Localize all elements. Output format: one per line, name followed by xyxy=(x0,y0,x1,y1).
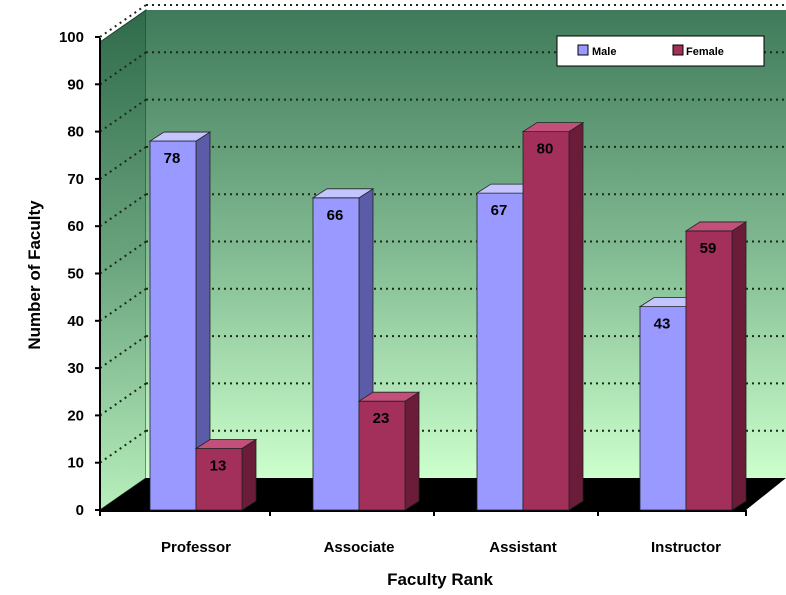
y-tick-label: 60 xyxy=(67,218,84,235)
bar-side xyxy=(241,438,257,511)
y-axis-ticks: 0 10 20 30 40 50 60 70 80 90 100 xyxy=(59,29,100,519)
y-tick-label: 0 xyxy=(76,502,84,519)
bar-front xyxy=(149,140,197,511)
data-label-female-assistant: 80 xyxy=(537,141,554,158)
y-tick-label: 80 xyxy=(67,124,84,141)
data-label-female-associate: 23 xyxy=(373,410,390,427)
y-tick-label: 70 xyxy=(67,171,84,188)
bar-side xyxy=(568,121,584,511)
y-tick-label: 50 xyxy=(67,266,84,283)
back-wall xyxy=(146,10,786,478)
data-label-male-professor: 78 xyxy=(164,150,181,167)
x-tick-label-associate: Associate xyxy=(324,539,395,556)
bar-top xyxy=(194,439,258,449)
legend-swatch-female xyxy=(672,44,684,56)
bar-front xyxy=(312,197,360,511)
bar-top xyxy=(684,221,748,232)
bars xyxy=(148,121,748,511)
plot-background xyxy=(99,9,786,511)
y-tick-label: 100 xyxy=(59,29,84,46)
gridlines xyxy=(99,4,786,464)
x-tick-label-assistant: Assistant xyxy=(489,539,557,556)
x-tick-label-professor: Professor xyxy=(161,539,231,556)
y-tick-label: 10 xyxy=(67,455,84,472)
legend: Male Female xyxy=(556,35,765,67)
bar-front xyxy=(685,230,733,511)
bar-top xyxy=(357,391,421,402)
y-axis-title: Number of Faculty xyxy=(25,200,44,350)
chart-floor xyxy=(100,478,786,510)
bar-female-instructor xyxy=(684,221,748,511)
bar-front xyxy=(195,448,243,511)
y-tick-label: 90 xyxy=(67,76,84,93)
bar-top xyxy=(148,131,212,142)
legend-swatch-male xyxy=(577,44,589,56)
bar-female-assistant xyxy=(521,121,585,511)
bar-top xyxy=(311,188,375,199)
side-wall xyxy=(99,9,147,511)
x-axis-tick-labels: Professor Associate Assistant Instructor xyxy=(99,510,747,556)
bar-top xyxy=(521,122,585,133)
y-tick-label: 40 xyxy=(67,313,84,330)
bar-front xyxy=(639,306,687,511)
data-label-female-professor: 13 xyxy=(210,458,227,475)
data-label-male-instructor: 43 xyxy=(654,316,671,333)
bar-female-associate xyxy=(357,391,421,511)
legend-box xyxy=(556,35,765,67)
data-labels: 78 13 66 23 67 80 43 59 xyxy=(164,141,717,475)
y-tick-label: 20 xyxy=(67,407,84,424)
bar-male-professor xyxy=(148,131,212,511)
bar-female-professor xyxy=(194,438,258,511)
y-tick-label: 30 xyxy=(67,360,84,377)
legend-label-female: Female xyxy=(686,46,724,58)
bar-front xyxy=(476,192,524,511)
bar-front xyxy=(522,131,570,511)
x-tick-label-instructor: Instructor xyxy=(651,539,721,556)
data-label-male-assistant: 67 xyxy=(491,202,508,219)
bar-side xyxy=(731,221,747,511)
x-axis-title: Faculty Rank xyxy=(387,570,493,589)
legend-label-male: Male xyxy=(592,46,616,58)
bar-side xyxy=(404,391,420,511)
data-label-male-associate: 66 xyxy=(327,207,344,224)
bar-front xyxy=(358,400,406,511)
data-label-female-instructor: 59 xyxy=(700,240,717,257)
